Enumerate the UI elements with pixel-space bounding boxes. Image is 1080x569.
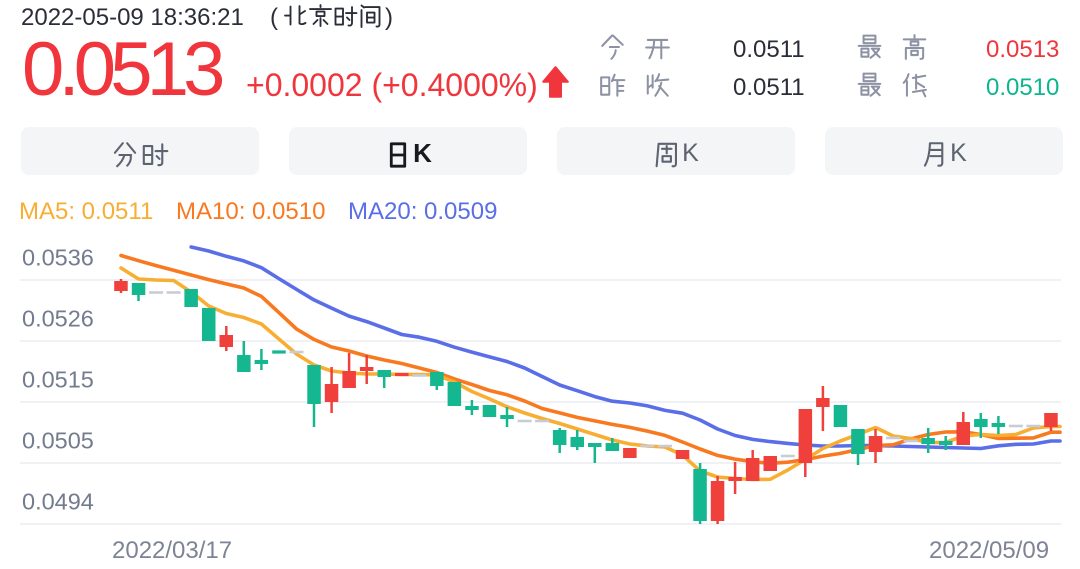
svg-text:2022/05/09: 2022/05/09 xyxy=(929,537,1049,564)
svg-text:0.0505: 0.0505 xyxy=(22,428,94,454)
svg-text:0.0526: 0.0526 xyxy=(22,306,94,332)
svg-text:2022/03/17: 2022/03/17 xyxy=(112,537,232,564)
svg-text:0.0515: 0.0515 xyxy=(22,367,94,393)
svg-text:0.0536: 0.0536 xyxy=(22,245,94,271)
svg-text:0.0494: 0.0494 xyxy=(22,489,94,515)
